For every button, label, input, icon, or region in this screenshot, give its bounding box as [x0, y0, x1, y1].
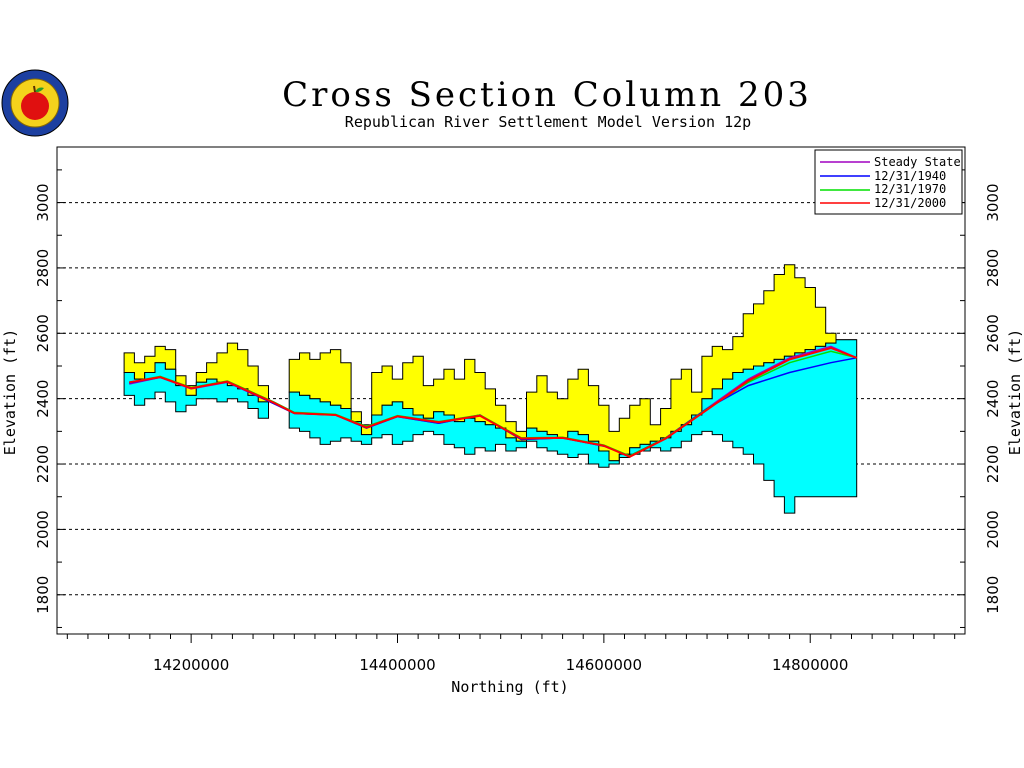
- y-tick-label-right-2400: 2400: [984, 380, 1002, 418]
- agency-seal-logo: [1, 69, 69, 137]
- chart-subtitle: Republican River Settlement Model Versio…: [345, 113, 751, 131]
- legend: Steady State 12/31/1940 12/31/1970 12/31…: [814, 149, 963, 215]
- y-tick-label-right-2000: 2000: [984, 510, 1002, 548]
- legend-label-steady-state: Steady State: [874, 155, 961, 169]
- x-tick-label-14800000: 14800000: [772, 656, 848, 674]
- y-tick-label-right-2800: 2800: [984, 249, 1002, 287]
- x-axis-label: Northing (ft): [451, 678, 568, 696]
- y-tick-label-left-2000: 2000: [34, 510, 52, 548]
- y-tick-label-left-2200: 2200: [34, 445, 52, 483]
- y-tick-label-right-1800: 1800: [984, 576, 1002, 614]
- y-tick-label-left-2400: 2400: [34, 380, 52, 418]
- y-tick-label-left-2600: 2600: [34, 314, 52, 352]
- layer-fills: [123, 264, 858, 514]
- y-axis-label-left: Elevation (ft): [1, 329, 19, 455]
- legend-label-1940: 12/31/1940: [874, 169, 946, 183]
- plot-frame: [56, 146, 966, 635]
- series-lines: [129, 345, 858, 458]
- series-line-y2000: [129, 346, 858, 458]
- axis-ticks: 1800 1800 2000 2000 2200 2200 2400 2400 2600 2600…: [34, 169, 1002, 674]
- y-axis-label-right: Elevation (ft): [1006, 329, 1024, 455]
- x-tick-label-14600000: 14600000: [566, 656, 642, 674]
- y-tick-label-left-2800: 2800: [34, 249, 52, 287]
- y-tick-label-left-3000: 3000: [34, 183, 52, 221]
- y-tick-label-right-2200: 2200: [984, 445, 1002, 483]
- legend-label-1970: 12/31/1970: [874, 182, 946, 196]
- chart-title: Cross Section Column 203: [282, 75, 812, 115]
- y-tick-label-left-1800: 1800: [34, 576, 52, 614]
- x-tick-label-14400000: 14400000: [359, 656, 435, 674]
- x-tick-label-14200000: 14200000: [153, 656, 229, 674]
- legend-label-2000: 12/31/2000: [874, 196, 946, 210]
- y-tick-label-right-3000: 3000: [984, 183, 1002, 221]
- y-tick-label-right-2600: 2600: [984, 314, 1002, 352]
